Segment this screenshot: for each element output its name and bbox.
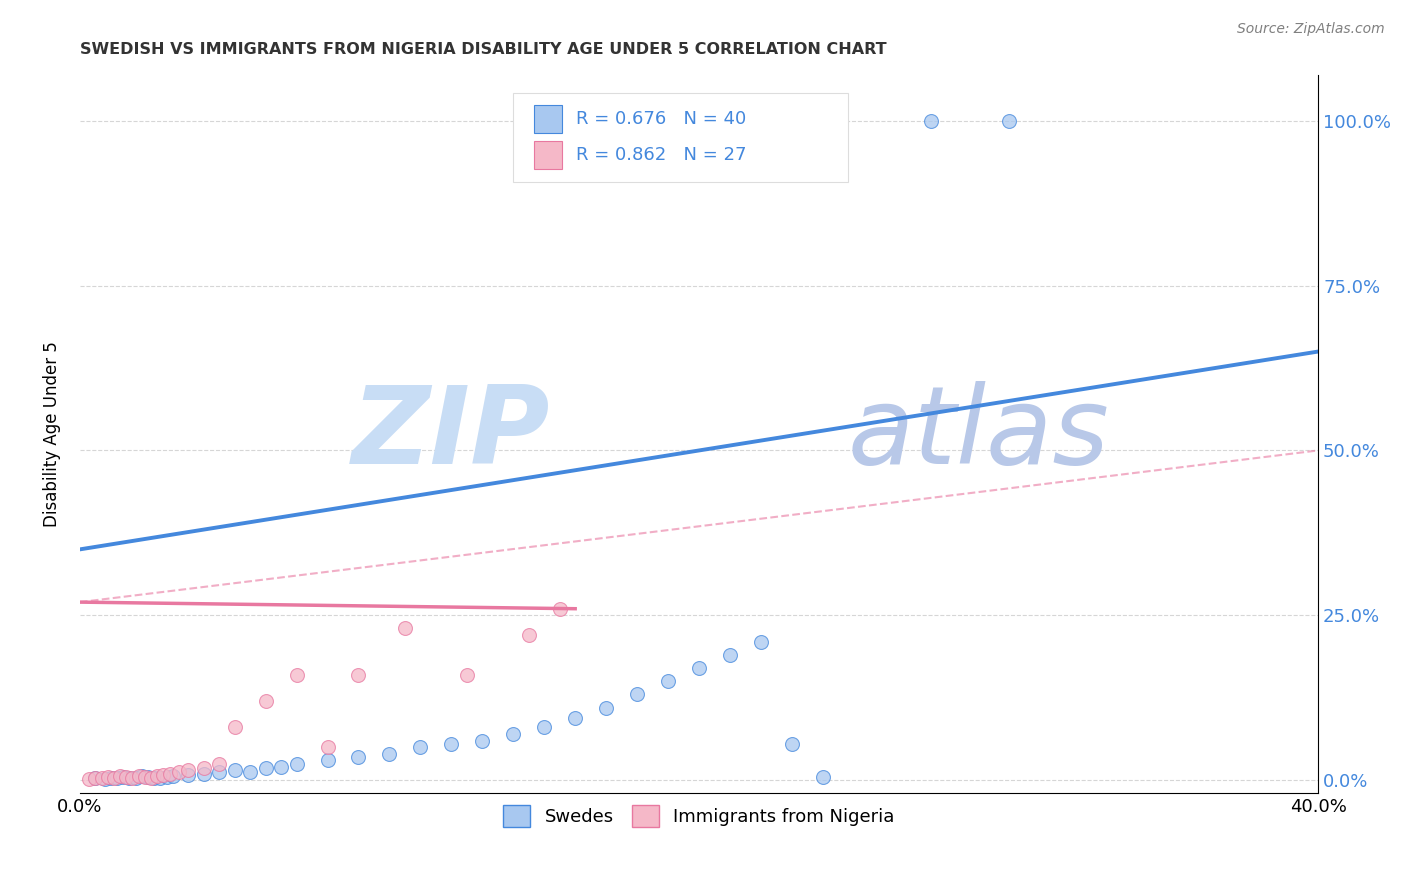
Text: ZIP: ZIP [352,381,550,487]
Y-axis label: Disability Age Under 5: Disability Age Under 5 [44,341,60,527]
Text: atlas: atlas [848,382,1109,486]
FancyBboxPatch shape [513,93,848,182]
Legend: Swedes, Immigrants from Nigeria: Swedes, Immigrants from Nigeria [496,798,903,835]
FancyBboxPatch shape [534,105,561,133]
Text: R = 0.676   N = 40: R = 0.676 N = 40 [576,110,747,128]
Text: Source: ZipAtlas.com: Source: ZipAtlas.com [1237,22,1385,37]
Text: R = 0.862   N = 27: R = 0.862 N = 27 [576,146,747,164]
Text: SWEDISH VS IMMIGRANTS FROM NIGERIA DISABILITY AGE UNDER 5 CORRELATION CHART: SWEDISH VS IMMIGRANTS FROM NIGERIA DISAB… [80,42,887,57]
FancyBboxPatch shape [534,142,561,169]
